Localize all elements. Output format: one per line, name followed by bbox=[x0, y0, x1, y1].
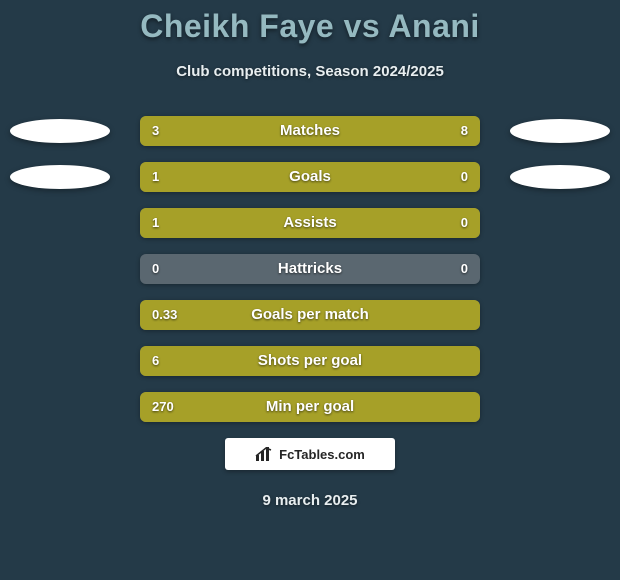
stat-row: 0.33Goals per match bbox=[0, 300, 620, 330]
stat-row: 00Hattricks bbox=[0, 254, 620, 284]
stat-value-right: 0 bbox=[449, 162, 480, 192]
stat-bar-track bbox=[140, 208, 480, 238]
stat-bar-track bbox=[140, 346, 480, 376]
stat-row: 10Assists bbox=[0, 208, 620, 238]
stat-bar-left bbox=[140, 208, 398, 238]
stat-value-left: 6 bbox=[140, 346, 171, 376]
page-title: Cheikh Faye vs Anani bbox=[0, 8, 620, 45]
stat-row: 6Shots per goal bbox=[0, 346, 620, 376]
stats-rows: 38Matches10Goals10Assists00Hattricks0.33… bbox=[0, 116, 620, 422]
player1-name: Cheikh Faye bbox=[140, 8, 334, 44]
player2-avatar bbox=[510, 165, 610, 189]
stat-value-left: 0 bbox=[140, 254, 171, 284]
stat-row: 10Goals bbox=[0, 162, 620, 192]
stat-row: 38Matches bbox=[0, 116, 620, 146]
date-label: 9 march 2025 bbox=[0, 492, 620, 509]
stat-value-right: 0 bbox=[449, 208, 480, 238]
stat-bar-left bbox=[140, 346, 480, 376]
stat-value-left: 1 bbox=[140, 162, 171, 192]
watermark-badge: FcTables.com bbox=[225, 438, 395, 470]
stat-bar-track bbox=[140, 162, 480, 192]
stat-bar-track bbox=[140, 392, 480, 422]
comparison-card: Cheikh Faye vs Anani Club competitions, … bbox=[0, 0, 620, 580]
stat-bar-left bbox=[140, 162, 398, 192]
stat-bar-left bbox=[140, 392, 480, 422]
stat-bar-track bbox=[140, 300, 480, 330]
subtitle: Club competitions, Season 2024/2025 bbox=[0, 63, 620, 80]
vs-label: vs bbox=[344, 8, 381, 44]
stat-value-left: 0.33 bbox=[140, 300, 189, 330]
stat-value-right: 8 bbox=[449, 116, 480, 146]
stat-row: 270Min per goal bbox=[0, 392, 620, 422]
stat-bar-left bbox=[140, 300, 480, 330]
stat-bar-track bbox=[140, 116, 480, 146]
stat-value-right: 0 bbox=[449, 254, 480, 284]
stat-bar-right bbox=[232, 116, 480, 146]
player1-avatar bbox=[10, 119, 110, 143]
player1-avatar bbox=[10, 165, 110, 189]
chart-icon bbox=[255, 446, 273, 462]
stat-value-left: 1 bbox=[140, 208, 171, 238]
player2-name: Anani bbox=[388, 8, 479, 44]
stat-bar-track bbox=[140, 254, 480, 284]
stat-value-left: 3 bbox=[140, 116, 171, 146]
watermark-text: FcTables.com bbox=[279, 447, 365, 462]
player2-avatar bbox=[510, 119, 610, 143]
stat-value-left: 270 bbox=[140, 392, 186, 422]
